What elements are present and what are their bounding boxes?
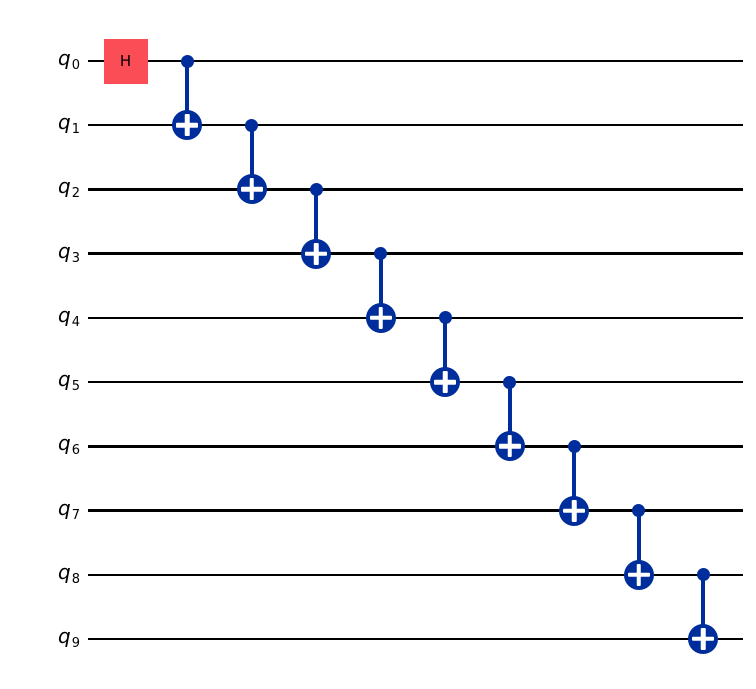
cx-target-plus-icon <box>313 242 319 265</box>
cx-target-q2 <box>236 174 267 205</box>
qubit-label-0: q0 <box>58 48 80 72</box>
cx-target-q1 <box>172 110 202 141</box>
cx-control-dot-q1 <box>245 118 258 132</box>
cx-target-plus-icon <box>507 435 512 458</box>
qubit-name: q <box>58 367 71 392</box>
qubit-name: q <box>58 46 71 71</box>
cx-connector-q6-q7 <box>572 446 576 511</box>
qubit-wire-1 <box>88 123 743 127</box>
qubit-name: q <box>58 559 71 584</box>
cx-control-dot-q6 <box>567 439 581 453</box>
cx-target-plus-icon <box>442 371 448 394</box>
qubit-index: 9 <box>71 636 80 652</box>
cx-target-plus-icon <box>636 563 641 586</box>
cx-control-dot-q0 <box>180 54 194 68</box>
qubit-label-5: q5 <box>58 369 80 393</box>
qubit-index: 0 <box>71 58 80 74</box>
cx-target-q3 <box>301 238 331 269</box>
cx-connector-q0-q1 <box>185 61 189 126</box>
cx-target-q6 <box>494 431 525 462</box>
cx-target-plus-icon <box>249 178 254 201</box>
qubit-name: q <box>58 495 71 520</box>
qubit-wire-6 <box>88 445 743 448</box>
cx-connector-q5-q6 <box>507 382 512 447</box>
cx-connector-q3-q4 <box>378 253 383 318</box>
qubit-wire-9 <box>88 637 743 641</box>
qubit-label-8: q8 <box>58 562 80 586</box>
qubit-wire-8 <box>88 573 743 576</box>
qubit-index: 7 <box>71 507 80 523</box>
qubit-name: q <box>58 302 71 327</box>
qubit-label-3: q3 <box>58 241 80 265</box>
qubit-name: q <box>58 174 71 199</box>
cx-control-dot-q8 <box>696 568 710 582</box>
cx-control-dot-q3 <box>374 247 387 261</box>
h-gate: H <box>103 38 148 84</box>
qubit-wire-2 <box>88 188 743 191</box>
cx-control-dot-q7 <box>632 504 645 518</box>
qubit-wire-3 <box>88 252 743 255</box>
cx-connector-q2-q3 <box>314 189 318 254</box>
h-gate-label: H <box>119 52 132 70</box>
qubit-name: q <box>58 238 71 263</box>
qubit-wire-0 <box>88 59 743 63</box>
cx-target-q5 <box>430 367 460 398</box>
cx-target-q8 <box>623 559 654 590</box>
qubit-index: 1 <box>71 122 80 138</box>
qubit-index: 3 <box>71 250 80 266</box>
qubit-wire-7 <box>88 509 743 512</box>
qubit-index: 8 <box>71 571 80 587</box>
cx-control-dot-q4 <box>438 311 452 325</box>
qubit-wire-5 <box>88 380 743 384</box>
qubit-label-6: q6 <box>58 433 80 457</box>
qubit-index: 2 <box>71 186 80 202</box>
cx-target-plus-icon <box>378 306 383 329</box>
qubit-name: q <box>58 110 71 135</box>
qubit-label-2: q2 <box>58 176 80 200</box>
qubit-wire-4 <box>88 316 743 320</box>
qubit-label-1: q1 <box>58 112 80 136</box>
cx-target-q9 <box>688 623 718 654</box>
qubit-index: 5 <box>71 379 80 395</box>
qubit-label-9: q9 <box>58 626 80 650</box>
cx-target-plus-icon <box>184 114 190 137</box>
qubit-name: q <box>58 624 71 649</box>
qubit-label-4: q4 <box>58 305 80 329</box>
cx-control-dot-q2 <box>309 182 323 196</box>
cx-connector-q1-q2 <box>249 125 254 190</box>
cx-target-q4 <box>365 302 396 333</box>
cx-target-plus-icon <box>571 499 577 522</box>
cx-connector-q8-q9 <box>701 574 705 639</box>
cx-control-dot-q5 <box>503 375 516 389</box>
qubit-label-7: q7 <box>58 498 80 522</box>
cx-connector-q4-q5 <box>443 317 447 383</box>
qubit-name: q <box>58 431 71 456</box>
qubit-index: 4 <box>71 314 80 330</box>
cx-target-q7 <box>559 495 589 526</box>
cx-connector-q7-q8 <box>636 510 641 575</box>
qubit-index: 6 <box>71 443 80 459</box>
cx-target-plus-icon <box>700 627 706 650</box>
